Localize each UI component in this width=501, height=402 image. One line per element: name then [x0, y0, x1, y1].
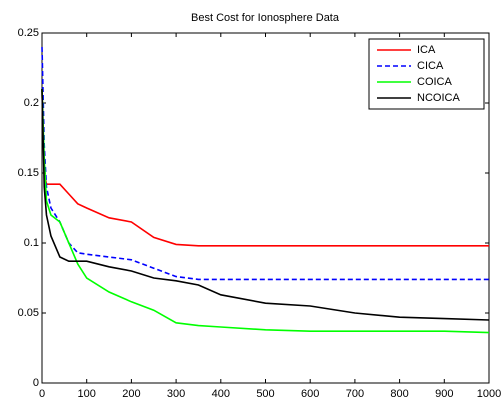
- x-tick-label: 1000: [477, 388, 501, 400]
- x-tick-label: 300: [167, 388, 185, 400]
- series-line: [41, 88, 490, 334]
- y-tick-label: 0.25: [18, 27, 39, 39]
- x-tick-label: 200: [122, 388, 140, 400]
- x-tick-label: 400: [212, 388, 230, 400]
- x-tick-label: 100: [78, 388, 96, 400]
- series-line: [41, 88, 490, 321]
- x-tick-label: 500: [256, 388, 274, 400]
- y-tick-label: 0.05: [18, 307, 39, 319]
- series-line: [41, 88, 489, 247]
- series-line: [41, 46, 489, 281]
- legend-label: ICA: [417, 44, 436, 56]
- x-tick-label: 0: [39, 388, 45, 400]
- legend-label: COICA: [417, 76, 453, 88]
- y-tick-label: 0: [33, 377, 39, 389]
- legend-label: CICA: [417, 60, 444, 72]
- x-tick-label: 600: [301, 388, 319, 400]
- x-tick-label: 800: [390, 388, 408, 400]
- y-tick-label: 0.15: [18, 167, 39, 179]
- x-tick-label: 700: [346, 388, 364, 400]
- y-tick-label: 0.1: [24, 237, 39, 249]
- legend-label: NCOICA: [417, 92, 460, 104]
- chart-title: Best Cost for Ionosphere Data: [191, 12, 340, 24]
- x-tick-label: 900: [435, 388, 453, 400]
- y-tick-label: 0.2: [24, 97, 39, 109]
